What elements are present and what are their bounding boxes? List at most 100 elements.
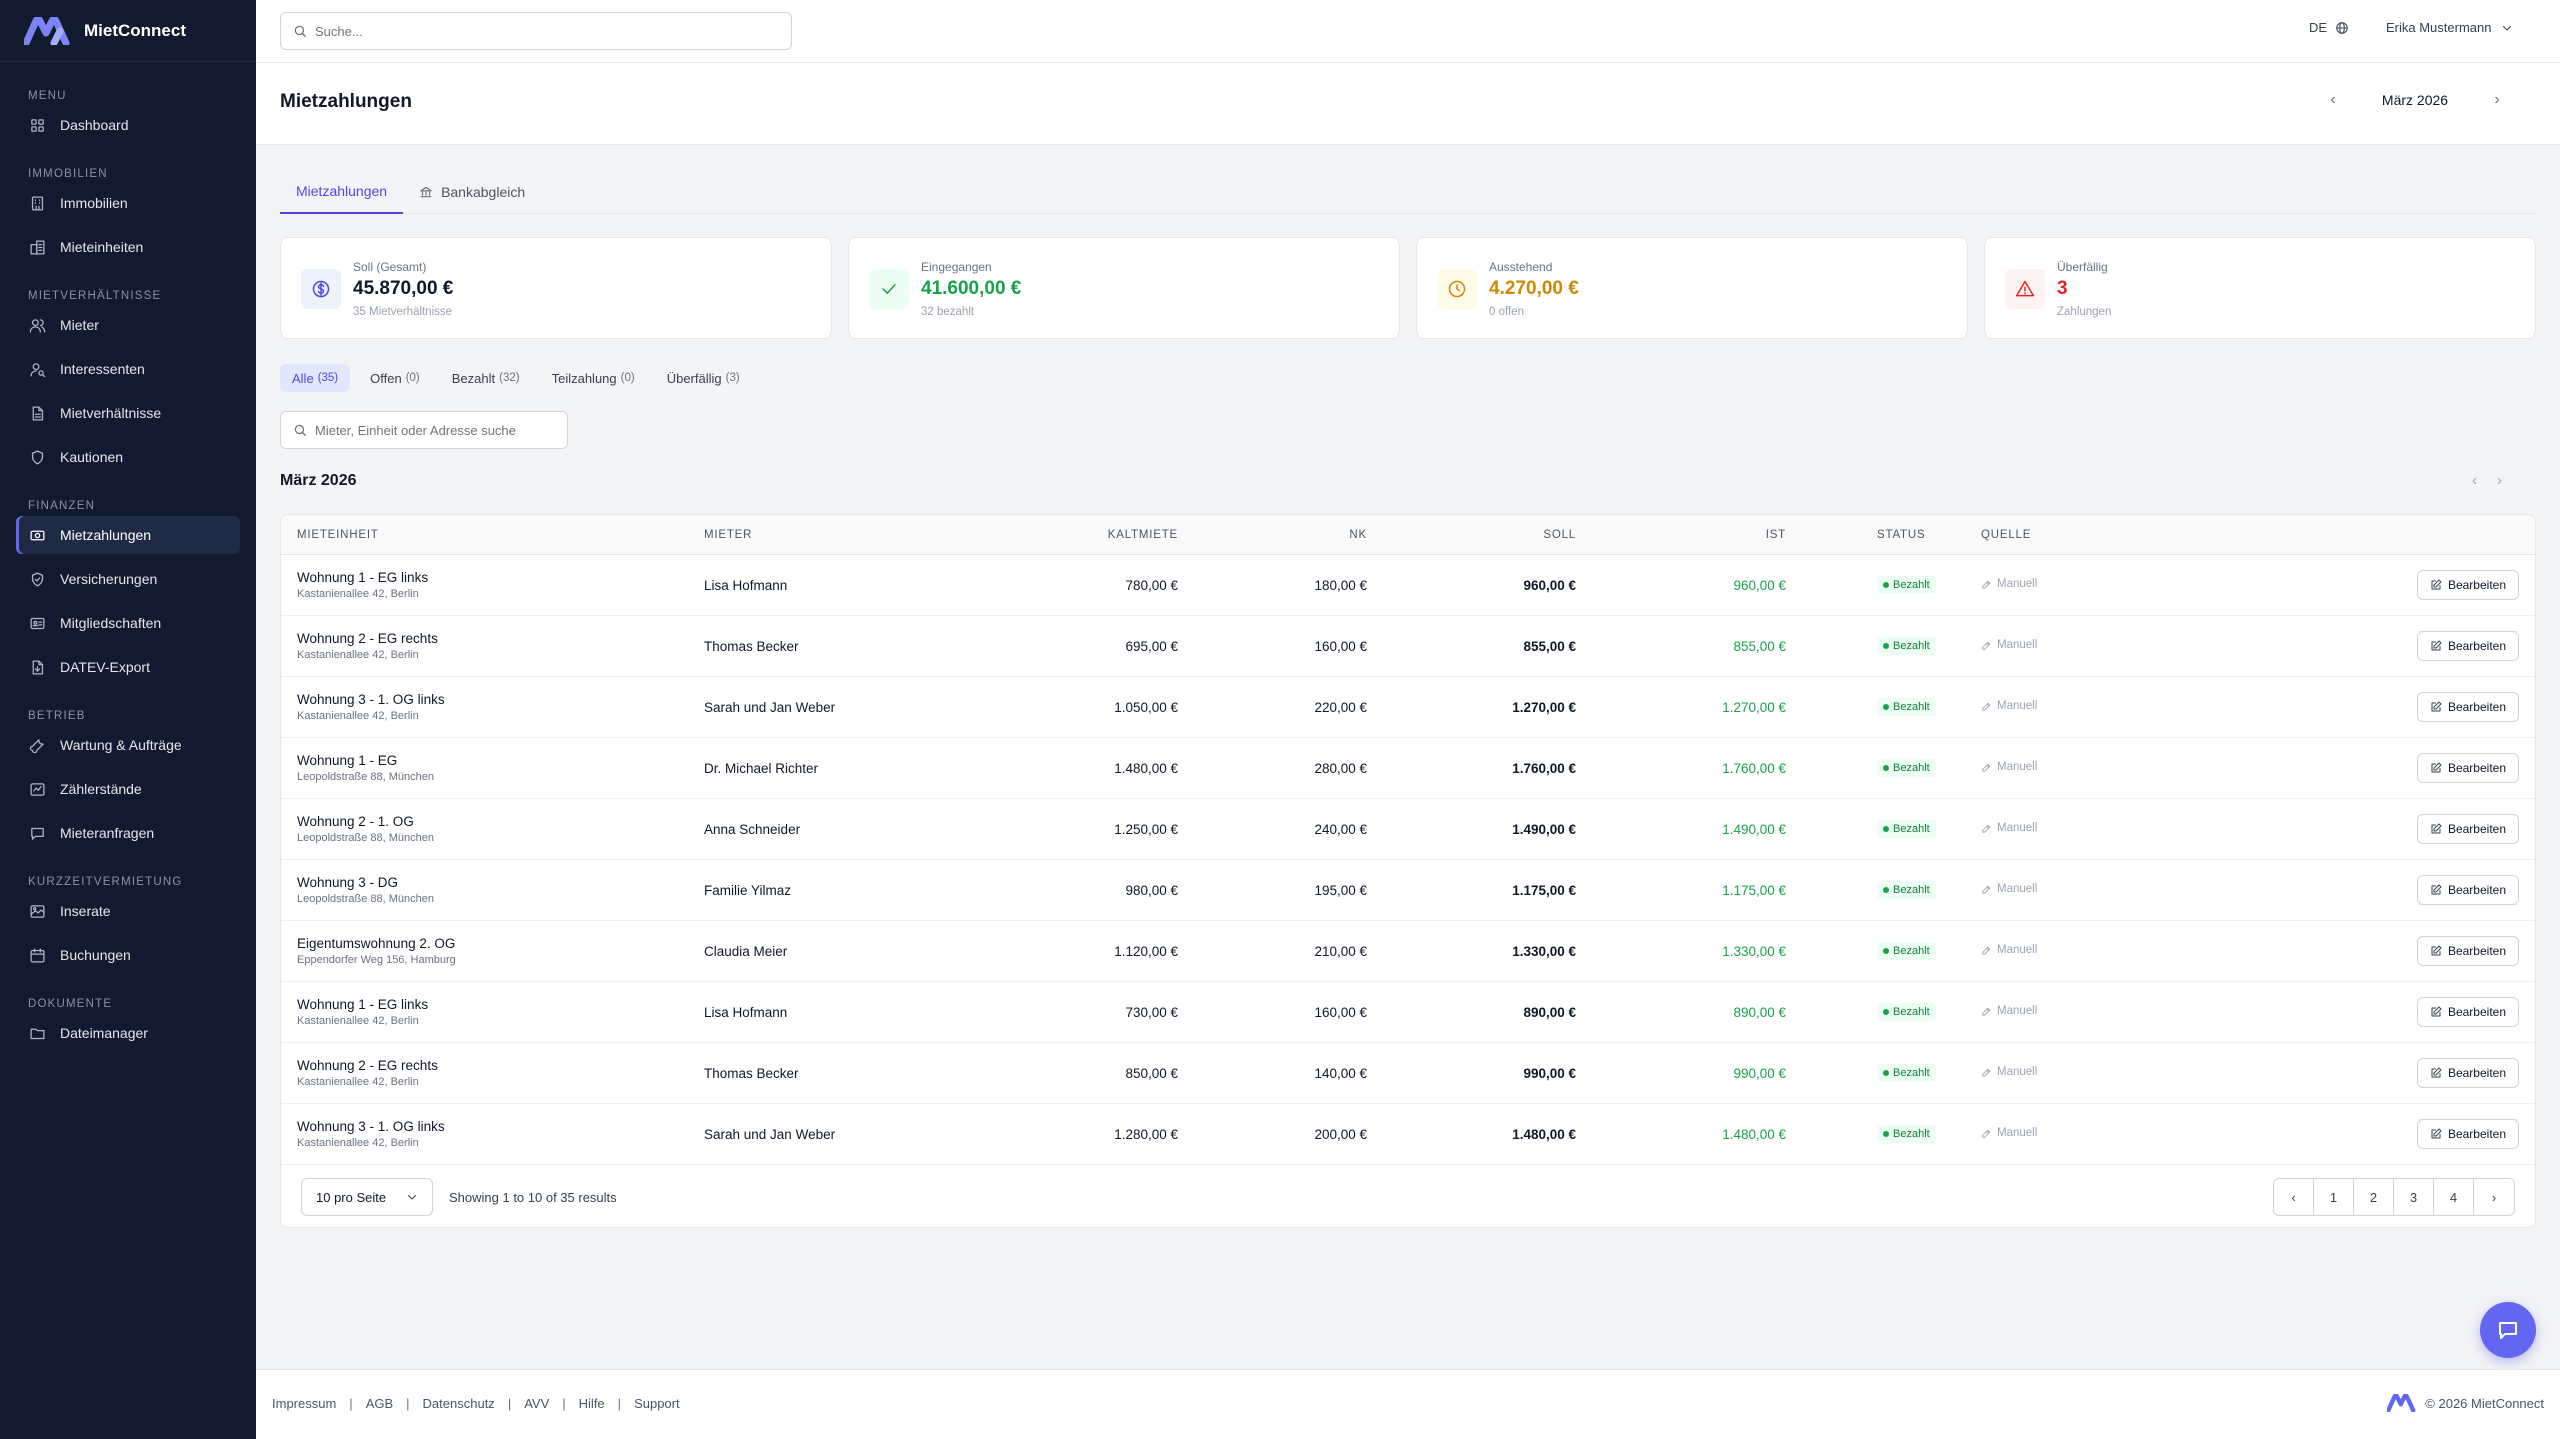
global-search-input[interactable] <box>315 23 765 39</box>
edit-button[interactable]: Bearbeiten <box>2416 1119 2519 1149</box>
pencil-icon <box>1982 702 1991 711</box>
filter-alle[interactable]: Alle (35) <box>280 364 351 392</box>
edit-icon <box>2431 579 2442 590</box>
sidebar-item-mieteinheiten[interactable]: Mieteinheiten <box>16 228 240 266</box>
page-next-icon[interactable]: › <box>2474 1179 2514 1215</box>
column-header[interactable]: Quelle <box>1981 528 2032 541</box>
wrench-icon <box>29 738 44 753</box>
sidebar-item-dashboard[interactable]: Dashboard <box>16 106 240 144</box>
nav-icon-wrap <box>28 736 46 754</box>
pencil-icon <box>1982 1068 1991 1077</box>
sidebar-item-mitgliedschaften[interactable]: Mitgliedschaften <box>16 604 240 642</box>
chevron-left-icon[interactable]: ‹ <box>2472 472 2477 489</box>
edit-button[interactable]: Bearbeiten <box>2416 936 2519 966</box>
filter-teilzahlung[interactable]: Teilzahlung (0) <box>540 364 647 392</box>
edit-button[interactable]: Bearbeiten <box>2416 875 2519 905</box>
sidebar-item-dateimanager[interactable]: Dateimanager <box>16 1014 240 1052</box>
column-header[interactable]: Soll <box>1543 528 1576 541</box>
page-button-2[interactable]: 2 <box>2354 1179 2394 1215</box>
tab-mietzahlungen[interactable]: Mietzahlungen <box>280 170 404 214</box>
next-month-icon[interactable]: › <box>2494 91 2500 108</box>
sidebar-item-label: Dashboard <box>60 117 129 133</box>
column-header[interactable]: Ist <box>1765 528 1786 541</box>
sidebar-item-inserate[interactable]: Inserate <box>16 892 240 930</box>
stat-value: 41.600,00 € <box>921 278 1022 299</box>
source-label: Manuell <box>1981 1066 2037 1078</box>
per-page-select[interactable]: 10 pro Seite <box>301 1178 433 1216</box>
footer-link-hilfe[interactable]: Hilfe <box>578 1396 605 1411</box>
column-header[interactable]: Status <box>1877 528 1926 541</box>
sidebar-item-mieter[interactable]: Mieter <box>16 306 240 344</box>
pencil-icon <box>1982 885 1991 894</box>
search-icon <box>294 424 306 436</box>
filter-bezahlt[interactable]: Bezahlt (32) <box>440 364 532 392</box>
sidebar-item-wartung-auftraege[interactable]: Wartung & Aufträge <box>16 726 240 764</box>
edit-button[interactable]: Bearbeiten <box>2416 631 2519 661</box>
filter-label: Teilzahlung <box>551 370 617 386</box>
page-prev-icon[interactable]: ‹ <box>2274 1179 2314 1215</box>
edit-button[interactable]: Bearbeiten <box>2416 570 2519 600</box>
footer-link-support[interactable]: Support <box>634 1396 680 1411</box>
edit-button[interactable]: Bearbeiten <box>2416 814 2519 844</box>
sidebar-item-label: Kautionen <box>60 449 124 465</box>
column-header[interactable]: Kaltmiete <box>1107 528 1178 541</box>
cell-unit: Wohnung 1 - EG Leopoldstraße 88, München <box>281 753 704 783</box>
sidebar-item-immobilien[interactable]: Immobilien <box>16 184 240 222</box>
unit-name: Wohnung 3 - DG <box>297 875 399 890</box>
table-search <box>280 411 568 449</box>
page-button-1[interactable]: 1 <box>2314 1179 2354 1215</box>
filter-label: Offen <box>370 370 402 386</box>
column-header[interactable]: Mieteinheit <box>297 528 379 541</box>
edit-button[interactable]: Bearbeiten <box>2416 692 2519 722</box>
sidebar-item-mieteranfragen[interactable]: Mieteranfragen <box>16 814 240 852</box>
table-search-input[interactable] <box>315 422 555 438</box>
unit-address: Kastanienallee 42, Berlin <box>297 588 419 600</box>
sidebar-item-kautionen[interactable]: Kautionen <box>16 438 240 476</box>
status-text: Bezahlt <box>1893 701 1930 713</box>
tab-bankabgleich[interactable]: Bankabgleich <box>403 170 541 214</box>
edit-button[interactable]: Bearbeiten <box>2416 997 2519 1027</box>
section-title: März 2026 <box>280 472 357 489</box>
edit-button-label: Bearbeiten <box>2447 883 2506 897</box>
stat-icon-wrap <box>1437 269 1477 309</box>
footer-link-datenschutz[interactable]: Datenschutz <box>422 1396 495 1411</box>
language-switcher[interactable]: DE <box>2309 20 2349 35</box>
sidebar-item-zaehlerstaende[interactable]: Zählerstände <box>16 770 240 808</box>
column-header[interactable]: NK <box>1349 528 1367 541</box>
cell-quelle: Manuell <box>1981 1127 2181 1142</box>
sidebar-item-buchungen[interactable]: Buchungen <box>16 936 240 974</box>
sidebar-item-mietzahlungen[interactable]: Mietzahlungen <box>16 516 240 554</box>
filter-offen[interactable]: Offen (0) <box>358 364 432 392</box>
page-button-4[interactable]: 4 <box>2434 1179 2474 1215</box>
footer-link-avv[interactable]: AVV <box>524 1396 550 1411</box>
source-text: Manuell <box>1997 822 2038 834</box>
cell-tenant: Thomas Becker <box>704 638 799 654</box>
topbar: DE Erika Mustermann <box>256 0 2560 63</box>
sidebar-item-mietverhaeltnisse[interactable]: Mietverhältnisse <box>16 394 240 432</box>
page-button-3[interactable]: 3 <box>2394 1179 2434 1215</box>
table-row: Wohnung 2 - EG rechts Kastanienallee 42,… <box>281 616 2535 677</box>
cell-unit: Wohnung 2 - 1. OG Leopoldstraße 88, Münc… <box>281 814 704 844</box>
brand[interactable]: MietConnect <box>0 0 256 62</box>
unit-name: Wohnung 3 - 1. OG links <box>297 692 445 707</box>
status-badge: Bezahlt <box>1877 759 1936 777</box>
cell-action: Bearbeiten <box>2181 570 2535 600</box>
column-header[interactable]: Mieter <box>704 528 753 541</box>
user-menu[interactable]: Erika Mustermann <box>2386 20 2513 35</box>
status-badge: Bezahlt <box>1877 1125 1936 1143</box>
edit-button[interactable]: Bearbeiten <box>2416 753 2519 783</box>
sidebar-item-versicherungen[interactable]: Versicherungen <box>16 560 240 598</box>
filter-ueberfaellig[interactable]: Überfällig (3) <box>655 364 752 392</box>
previous-month-icon[interactable]: ‹ <box>2330 91 2336 108</box>
cell-action: Bearbeiten <box>2181 1119 2535 1149</box>
footer-link-agb[interactable]: AGB <box>365 1396 394 1411</box>
calendar-icon <box>29 947 45 963</box>
chevron-right-icon[interactable]: › <box>2497 472 2502 489</box>
sidebar: MietConnect Menu Dashboard Immobilien Im… <box>0 0 256 1439</box>
sidebar-item-interessenten[interactable]: Interessenten <box>16 350 240 388</box>
sidebar-item-datev-export[interactable]: DATEV-Export <box>16 648 240 686</box>
edit-button[interactable]: Bearbeiten <box>2416 1058 2519 1088</box>
chat-button[interactable] <box>2480 1302 2536 1358</box>
cell-tenant: Lisa Hofmann <box>704 577 788 593</box>
footer-link-impressum[interactable]: Impressum <box>272 1396 337 1411</box>
